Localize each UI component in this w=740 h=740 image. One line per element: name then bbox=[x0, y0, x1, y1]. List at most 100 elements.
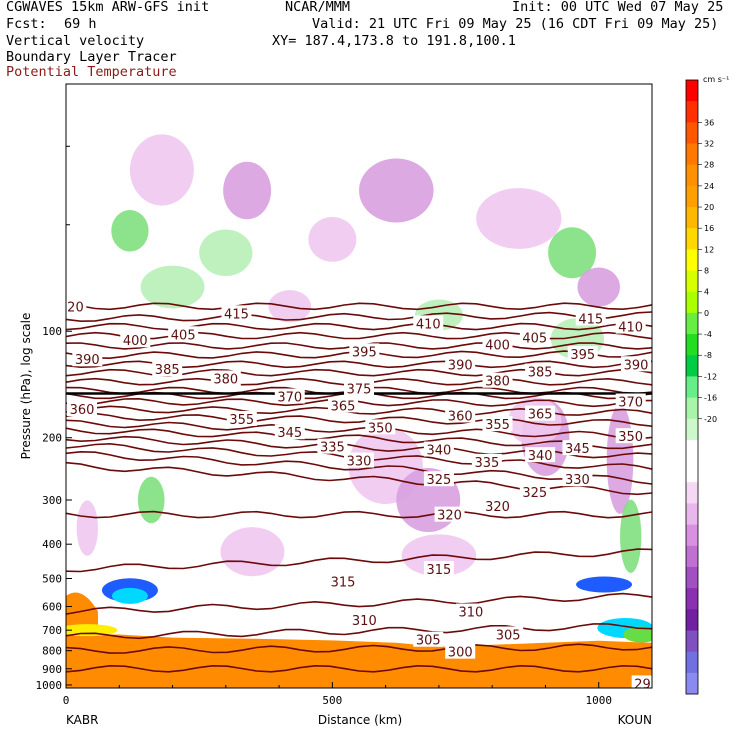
colorbar-label: -16 bbox=[704, 394, 717, 403]
theta-label-bg bbox=[66, 401, 97, 417]
velocity-cell bbox=[620, 499, 642, 573]
theta-label-bg bbox=[445, 356, 476, 372]
colorbar-label: -12 bbox=[704, 372, 717, 381]
theta-label: 415 bbox=[578, 312, 603, 327]
forecast-hour: 69 h bbox=[64, 16, 97, 32]
x-tick-label: 0 bbox=[63, 694, 70, 707]
theta-label-bg bbox=[210, 370, 241, 386]
theta-label: 395 bbox=[352, 345, 377, 360]
theta-label-bg bbox=[621, 356, 652, 372]
theta-label-bg bbox=[445, 643, 476, 659]
theta-label-bg bbox=[525, 405, 556, 421]
organization-label: NCAR/MMM bbox=[285, 0, 351, 15]
y-tick-label: 500 bbox=[42, 572, 62, 585]
theta-label-bg bbox=[344, 452, 374, 468]
theta-label-bg bbox=[349, 611, 380, 627]
colorbar-swatch bbox=[686, 461, 698, 483]
theta-label-bg bbox=[482, 372, 513, 388]
theta-label-bg bbox=[423, 471, 454, 487]
velocity-cell bbox=[140, 265, 205, 309]
theta-label: 325 bbox=[426, 473, 451, 488]
colorbar-frame bbox=[685, 79, 699, 695]
theta-label: 355 bbox=[229, 413, 254, 428]
theta-label: 340 bbox=[528, 449, 553, 464]
colorbar-swatch bbox=[686, 185, 698, 208]
theta-contour-297 bbox=[66, 664, 652, 673]
colorbar-swatch bbox=[686, 418, 698, 441]
potential-temperature-labels: 420 415 415 410 410 405 405 400 400 395 395 390 390 3… bbox=[59, 298, 659, 692]
colorbar-label: -4 bbox=[704, 330, 712, 339]
colorbar-units: cm s⁻¹ bbox=[703, 75, 729, 84]
theta-label-bg bbox=[445, 407, 476, 423]
theta-label-bg bbox=[615, 428, 646, 444]
theta-label-bg bbox=[562, 471, 593, 487]
tracer-edge-green bbox=[623, 626, 652, 643]
theta-label: 390 bbox=[624, 358, 649, 373]
theta-label-bg bbox=[365, 419, 396, 435]
theta-contour-310 bbox=[66, 592, 652, 615]
colorbar-swatch bbox=[686, 609, 698, 631]
theta-label: 355 bbox=[485, 418, 510, 433]
theta-label: 305 bbox=[416, 634, 441, 649]
theta-label: 415 bbox=[224, 307, 249, 322]
colorbar-swatch bbox=[686, 270, 698, 293]
theta-label: 345 bbox=[565, 442, 590, 457]
colorbar-swatch bbox=[686, 355, 698, 377]
tracer-edge-blue bbox=[576, 576, 633, 593]
theta-label: 365 bbox=[331, 399, 356, 414]
velocity-cell bbox=[76, 500, 98, 556]
theta-label: 320 bbox=[485, 500, 510, 515]
colorbar-swatch bbox=[686, 122, 698, 145]
velocity-cell bbox=[111, 210, 149, 252]
velocity-cell bbox=[199, 229, 253, 276]
theta-contour-410 bbox=[66, 322, 652, 331]
y-tick-label: 300 bbox=[42, 494, 62, 507]
theta-label: 297 bbox=[634, 677, 659, 692]
x-tick-label: 500 bbox=[322, 694, 342, 707]
init-time: Init: 00 UTC Wed 07 May 25 bbox=[512, 0, 724, 15]
field-potential-temperature: Potential Temperature bbox=[6, 64, 177, 80]
theta-label-bg bbox=[274, 424, 305, 440]
theta-label: 310 bbox=[458, 606, 483, 621]
theta-label: 370 bbox=[277, 391, 302, 406]
colorbar-swatch bbox=[686, 207, 698, 229]
velocity-cell bbox=[129, 134, 194, 206]
theta-label: 410 bbox=[618, 321, 643, 336]
y-tick-label: 900 bbox=[42, 663, 62, 676]
theta-label-bg bbox=[317, 438, 348, 454]
theta-label-bg bbox=[72, 351, 103, 367]
theta-label: 395 bbox=[570, 348, 595, 363]
theta-label: 345 bbox=[277, 426, 302, 441]
theta-label: 330 bbox=[347, 455, 372, 470]
colorbar-swatch bbox=[686, 545, 698, 568]
left-endpoint-label: KABR bbox=[66, 713, 98, 727]
velocity-cell bbox=[476, 188, 562, 249]
theta-label-bg bbox=[482, 416, 513, 432]
theta-label: 400 bbox=[123, 334, 148, 349]
theta-label: 420 bbox=[59, 300, 84, 315]
theta-label-bg bbox=[413, 631, 444, 647]
tracer-edge-cyan bbox=[111, 587, 148, 604]
colorbar-swatch bbox=[686, 80, 698, 102]
velocity-cell bbox=[577, 267, 621, 307]
theta-contour-305 bbox=[66, 623, 652, 640]
colorbar-label: 8 bbox=[704, 267, 709, 276]
colorbar-label: 12 bbox=[704, 245, 714, 254]
tracer-bump-left bbox=[66, 592, 98, 635]
colorbar-label: 16 bbox=[704, 224, 714, 233]
theta-label-bg bbox=[455, 603, 486, 619]
tracer-area bbox=[66, 634, 652, 688]
theta-label: 360 bbox=[70, 403, 95, 418]
colorbar-swatch bbox=[686, 334, 698, 356]
theta-label: 385 bbox=[155, 363, 180, 378]
theta-label-bg bbox=[434, 506, 465, 522]
theta-label-bg bbox=[423, 560, 454, 576]
theta-label: 315 bbox=[426, 563, 451, 578]
colorbar-swatch bbox=[686, 672, 698, 695]
colorbar-swatch bbox=[686, 101, 698, 123]
colorbar-swatch bbox=[686, 566, 698, 589]
theta-label-bg bbox=[615, 393, 646, 409]
theta-label-bg bbox=[519, 329, 550, 345]
theta-label: 375 bbox=[347, 382, 372, 397]
theta-contour-365 bbox=[66, 397, 652, 408]
